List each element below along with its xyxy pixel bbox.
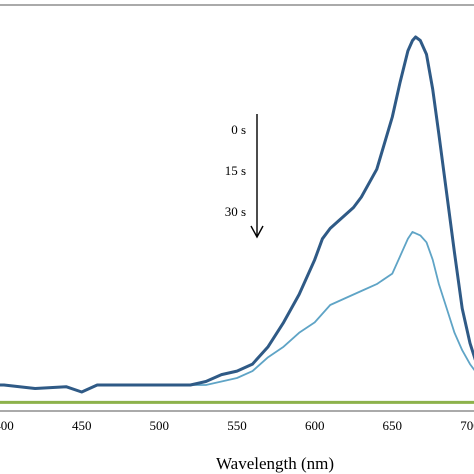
x-tick-label-600: 600 <box>305 418 325 433</box>
annotation-label-0s: 0 s <box>231 122 246 137</box>
series-layer <box>0 35 474 404</box>
x-tick-label-550: 550 <box>227 418 247 433</box>
series-line-0s <box>0 35 474 394</box>
x-tick-label-650: 650 <box>383 418 403 433</box>
x-tick-label-450: 450 <box>72 418 92 433</box>
annotation-label-15s: 15 s <box>225 163 246 178</box>
annotation-label-30s: 30 s <box>225 204 246 219</box>
plot-frame <box>0 4 474 412</box>
x-axis-title: Wavelength (nm) <box>216 454 334 473</box>
arrow-head-icon <box>250 225 264 239</box>
x-tick-label-500: 500 <box>150 418 170 433</box>
x-tick-label-400: 400 <box>0 418 14 433</box>
x-tick-labels: 400 450 500 550 600 650 700 <box>0 418 474 433</box>
time-annotation: 0 s 15 s 30 s <box>225 114 264 239</box>
series-line-15s <box>0 231 474 393</box>
x-tick-label-700: 700 <box>460 418 474 433</box>
